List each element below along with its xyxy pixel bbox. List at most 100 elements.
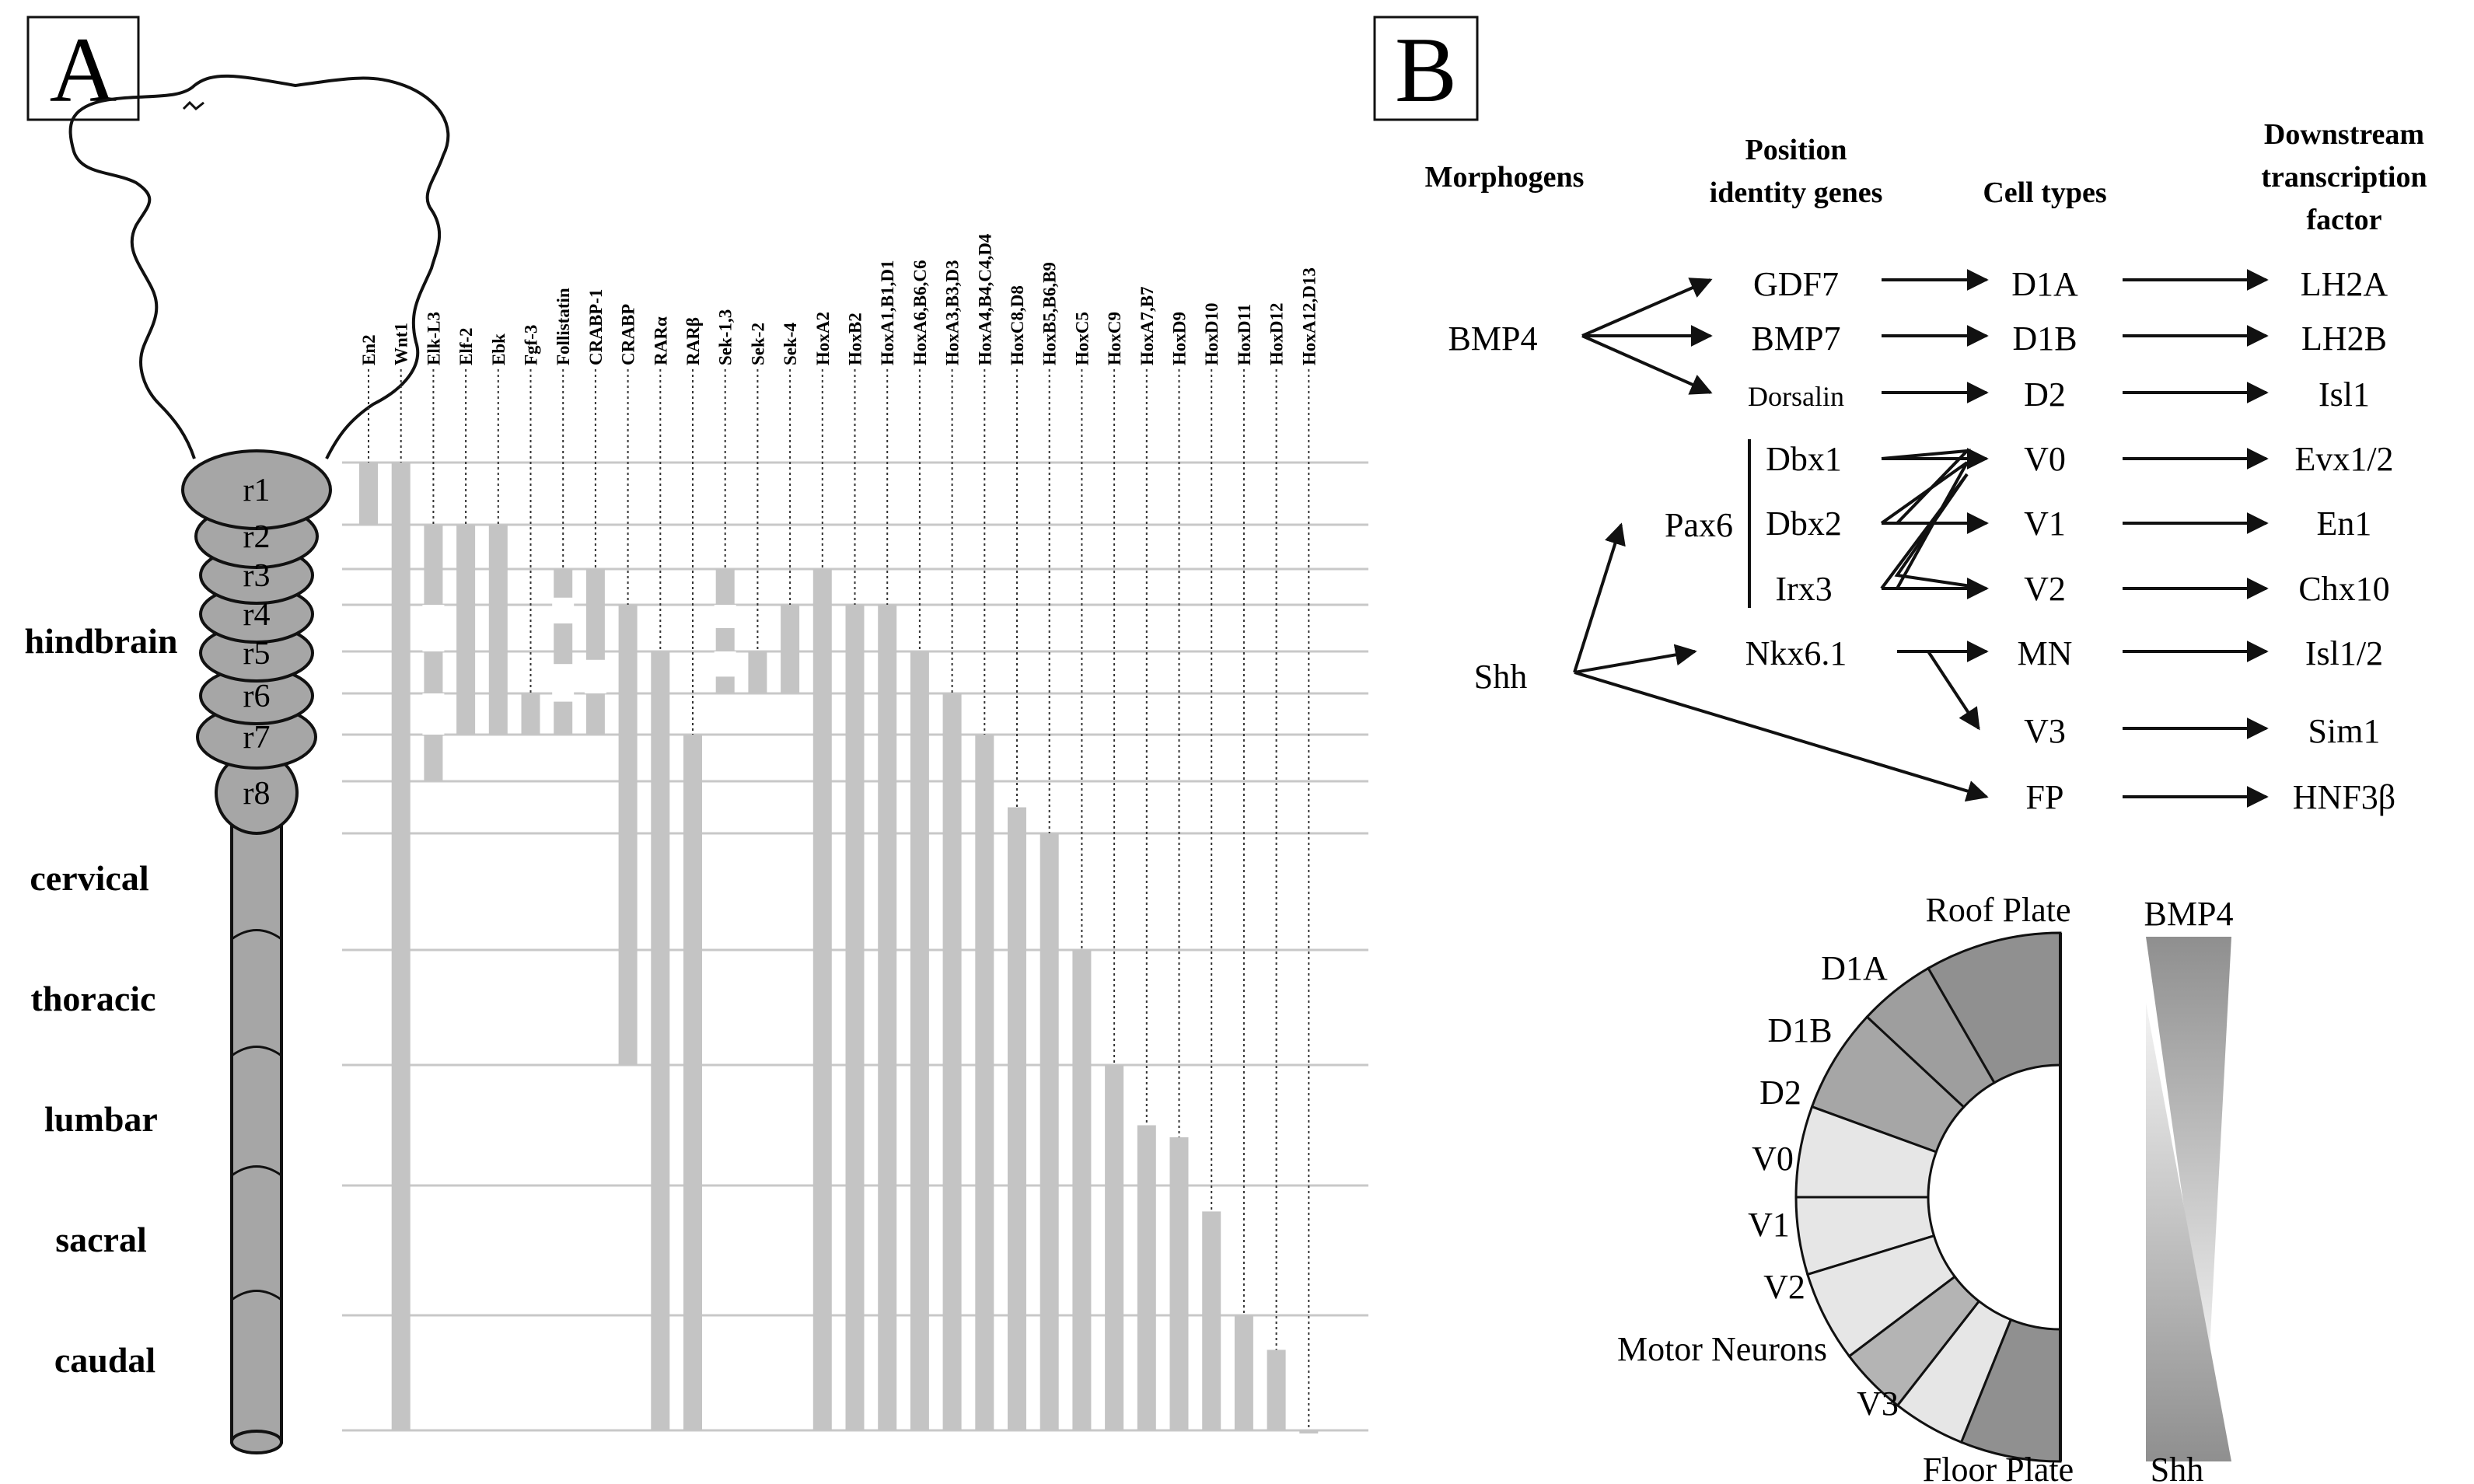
gene-label-22: HoxC5 [1072, 312, 1092, 365]
tf-evx1-2: Evx1/2 [2294, 440, 2393, 478]
gene-bar-gap-2 [552, 597, 575, 623]
gene-bar-gap-0 [422, 605, 445, 651]
gene-bar-24 [1137, 1125, 1156, 1430]
gene-label-21: HoxB5,B6,B9 [1040, 262, 1060, 365]
gene-label-25: HoxD9 [1170, 312, 1190, 365]
gene-label-16: HoxA1,B1,D1 [878, 260, 897, 365]
cell-d1a: D1A [2011, 265, 2078, 303]
gene-label-27: HoxD11 [1235, 304, 1254, 365]
cell-v1: V1 [2024, 505, 2066, 543]
panel-a-letter: A [50, 18, 117, 121]
tf-en1: En1 [2317, 505, 2372, 543]
gene-label-24: HoxA7,B7 [1137, 286, 1157, 365]
gene-irx3: Irx3 [1775, 570, 1832, 608]
rhombomere-label-3: r3 [243, 558, 271, 594]
gene-bar-gap-7 [779, 697, 802, 718]
label-floor-plate: Floor Plate [1923, 1451, 2074, 1484]
label-v3: V3 [1857, 1384, 1899, 1423]
gene-label-29: HoxA12,D13 [1299, 267, 1319, 365]
header-morphogens: Morphogens [1425, 161, 1585, 194]
gene-dorsalin: Dorsalin [1748, 381, 1844, 412]
spinal-cord-end [230, 1430, 283, 1454]
rhombomere-label-2: r2 [243, 519, 271, 555]
tf-isl1-2: Isl1/2 [2305, 634, 2383, 672]
tf-lh2a: LH2A [2301, 265, 2388, 303]
gene-bar-20 [1008, 807, 1026, 1430]
gene-label-14: HoxA2 [813, 312, 833, 365]
gene-label-8: CRABP [619, 304, 638, 365]
gene-label-9: RARα [651, 316, 670, 365]
gene-bar-gap-4 [584, 659, 606, 693]
neural-tube-semicircle [1794, 931, 2062, 1463]
spinal-cord [230, 776, 283, 1444]
gene-bar-2 [424, 525, 443, 781]
gene-label-11: Sek-1,3 [716, 309, 736, 365]
gene-bar-27 [1234, 1315, 1253, 1430]
gene-bar-18 [942, 693, 962, 1430]
gene-bar-gap-3 [552, 664, 575, 702]
gene-bar-22 [1072, 950, 1092, 1430]
tf-hnf3b: HNF3β [2293, 778, 2395, 816]
gene-label-5: Fgf-3 [522, 325, 541, 365]
gene-bmp7: BMP7 [1752, 319, 1841, 358]
shh-gradient-wedge [2146, 1003, 2231, 1461]
gene-label-23: HoxC9 [1105, 312, 1124, 365]
gene-bar-3 [456, 525, 476, 735]
gene-label-28: HoxD12 [1267, 303, 1287, 366]
gene-bar-29 [1299, 1430, 1319, 1433]
gradient-label-shh: Shh [2151, 1451, 2203, 1484]
gene-label-12: Sek-2 [748, 323, 767, 365]
rhombomere-label-1: r1 [243, 473, 271, 508]
gene-dbx1: Dbx1 [1766, 440, 1842, 478]
gene-bar-17 [910, 651, 929, 1430]
gene-bar-8 [618, 605, 638, 1065]
brain-notch [182, 100, 204, 111]
gene-bar-1 [391, 463, 411, 1430]
gene-label-13: Sek-4 [781, 323, 800, 365]
gene-label-4: Ebk [489, 333, 508, 365]
region-label-hindbrain: hindbrain [25, 621, 178, 661]
gene-bar-15 [845, 605, 865, 1430]
gene-gdf7: GDF7 [1753, 265, 1839, 303]
rhombomere-1 [181, 449, 332, 530]
gene-bar-21 [1040, 833, 1059, 1430]
gene-bar-9 [651, 651, 670, 1430]
gene-bar-12 [748, 651, 767, 693]
tf-chx10: Chx10 [2298, 570, 2389, 608]
gradient-label-bmp4: BMP4 [2144, 895, 2234, 933]
gene-label-19: HoxA4,B4,C4,D4 [975, 233, 994, 365]
header-downstream-line2: transcription [2261, 161, 2427, 194]
header-downstream-line3: factor [2306, 204, 2381, 236]
gene-bar-5 [521, 693, 540, 735]
morphogen-bmp4: BMP4 [1448, 319, 1538, 358]
gene-dbx2: Dbx2 [1766, 505, 1842, 543]
region-label-caudal: caudal [54, 1340, 155, 1380]
morphogen-gradients: BMP4 Shh [2144, 895, 2234, 1484]
tf-lh2b: LH2B [2301, 319, 2387, 358]
rhombomere-label-5: r5 [243, 636, 271, 672]
bmp4-gradient-wedge [2146, 937, 2231, 1380]
region-label-cervical: cervical [30, 858, 149, 898]
panel-b: B Morphogens Position identity genes Cel… [1373, 16, 2427, 1484]
panel-a-letter-box [26, 16, 140, 121]
label-roof-plate: Roof Plate [1926, 891, 2071, 929]
label-v1: V1 [1748, 1206, 1790, 1244]
morphogen-shh: Shh [1474, 658, 1527, 696]
label-d2: D2 [1759, 1074, 1801, 1112]
rhombomere-label-6: r6 [243, 679, 271, 714]
gene-label-6: Follistatin [554, 288, 573, 365]
rhombomere-label-7: r7 [243, 720, 271, 756]
panel-b-letter-box [1373, 16, 1479, 121]
gene-bar-gap-5 [714, 605, 736, 628]
label-d1a: D1A [1821, 949, 1888, 987]
gene-nkx6-1: Nkx6.1 [1745, 634, 1847, 672]
tf-isl1: Isl1 [2319, 375, 2370, 414]
header-position-line2: identity genes [1710, 176, 1883, 209]
gene-bar-25 [1169, 1137, 1189, 1430]
gene-bar-0 [359, 463, 378, 525]
cell-v2: V2 [2024, 570, 2066, 608]
label-motor-neurons: Motor Neurons [1617, 1330, 1827, 1368]
gene-label-26: HoxD10 [1202, 303, 1221, 366]
